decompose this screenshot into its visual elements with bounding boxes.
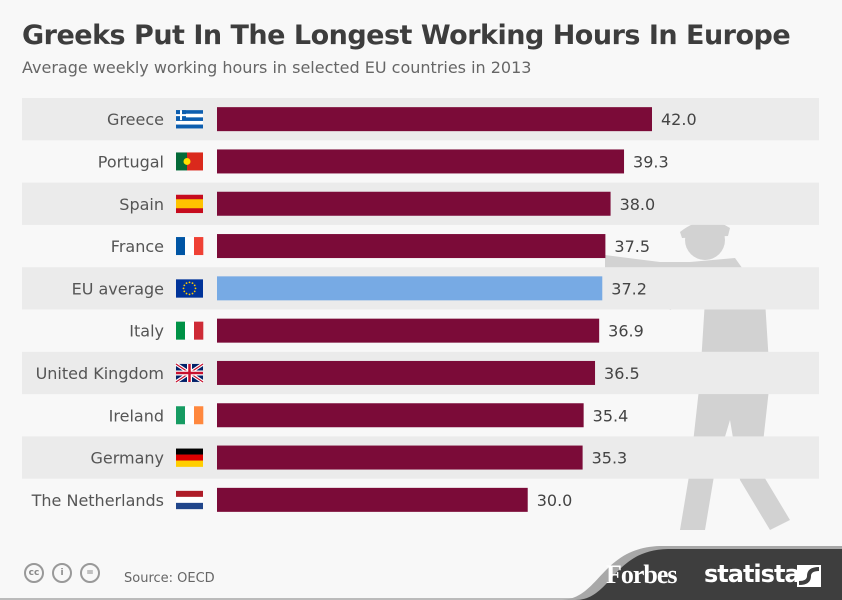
flag-star	[193, 290, 196, 293]
chart-title: Greeks Put In The Longest Working Hours …	[22, 20, 791, 51]
value-label: 36.9	[608, 322, 644, 341]
flag-stripe	[194, 321, 204, 340]
flag-stripe	[176, 237, 186, 256]
cc-icon: cc	[24, 563, 44, 583]
flag-star	[191, 292, 194, 295]
flag-stripe	[185, 321, 195, 340]
flag-stripe	[176, 117, 203, 122]
category-label: EU average	[72, 279, 164, 298]
flag-stripe	[176, 203, 203, 209]
flag-stripe	[176, 194, 203, 200]
value-label: 37.5	[614, 237, 650, 256]
category-label: France	[111, 237, 164, 256]
flag-stripe	[176, 124, 203, 129]
category-label: The Netherlands	[31, 491, 164, 510]
category-label: Italy	[129, 322, 164, 341]
flag-stripe	[176, 460, 203, 467]
value-label: 35.4	[593, 406, 629, 425]
statista-icon	[797, 565, 821, 587]
bar	[217, 276, 603, 301]
flag-stripe	[176, 120, 203, 125]
footer-band	[0, 546, 842, 600]
flag-stripe	[176, 454, 203, 461]
category-label: Greece	[107, 110, 164, 129]
flag-star	[194, 287, 197, 290]
flag-star	[182, 287, 185, 290]
flag-star	[183, 284, 186, 287]
flag-star	[185, 292, 188, 295]
flag-stripe	[176, 321, 186, 340]
category-label: Portugal	[98, 152, 164, 171]
nd-icon: =	[80, 563, 100, 583]
flag-stripe	[176, 113, 203, 118]
flag-stripe	[176, 502, 203, 510]
bar	[217, 445, 583, 470]
bar	[217, 234, 606, 259]
bar	[217, 107, 652, 132]
value-label: 30.0	[537, 491, 573, 510]
flag-emblem	[183, 157, 191, 165]
flag-stripe	[185, 406, 195, 425]
flag-stripe	[194, 237, 204, 256]
flag-stripe	[176, 199, 203, 205]
bar	[217, 149, 625, 174]
category-label: Ireland	[109, 406, 164, 425]
bar	[217, 487, 528, 512]
flag-stripe	[176, 496, 203, 504]
forbes-logo: Forbes	[606, 560, 678, 589]
flag-stripe	[176, 152, 187, 171]
flag-stripe	[176, 279, 203, 298]
source-text: Source: OECD	[124, 571, 215, 586]
value-label: 36.5	[604, 364, 640, 383]
flag-star	[185, 282, 188, 285]
value-label: 35.3	[592, 449, 628, 468]
flag-star	[193, 284, 196, 287]
flag-star	[188, 281, 191, 284]
value-label: 42.0	[661, 110, 697, 129]
category-label: Spain	[119, 195, 164, 214]
value-label: 39.3	[633, 152, 669, 171]
bar	[217, 318, 600, 343]
flag-star	[188, 293, 191, 296]
bar	[217, 360, 596, 385]
statista-logo: statista	[704, 560, 801, 588]
flag-star	[191, 282, 194, 285]
flag-cross	[176, 363, 203, 382]
bar	[217, 403, 584, 428]
chart-subtitle: Average weekly working hours in selected…	[22, 58, 532, 77]
by-icon: i	[52, 563, 72, 583]
flag-stripe	[176, 448, 203, 455]
flag-stripe	[187, 152, 203, 171]
flag-stripe	[176, 490, 203, 498]
flag-star	[183, 290, 186, 293]
category-label: United Kingdom	[36, 364, 164, 383]
flag-cross	[176, 110, 186, 121]
flag-stripe	[194, 406, 204, 425]
value-label: 38.0	[620, 195, 656, 214]
flag-stripe	[176, 406, 186, 425]
bar	[217, 191, 611, 216]
flag-stripe	[176, 208, 203, 214]
flag-stripe	[176, 110, 203, 115]
flag-stripe	[185, 237, 195, 256]
value-label: 37.2	[611, 279, 647, 298]
category-label: Germany	[90, 449, 164, 468]
